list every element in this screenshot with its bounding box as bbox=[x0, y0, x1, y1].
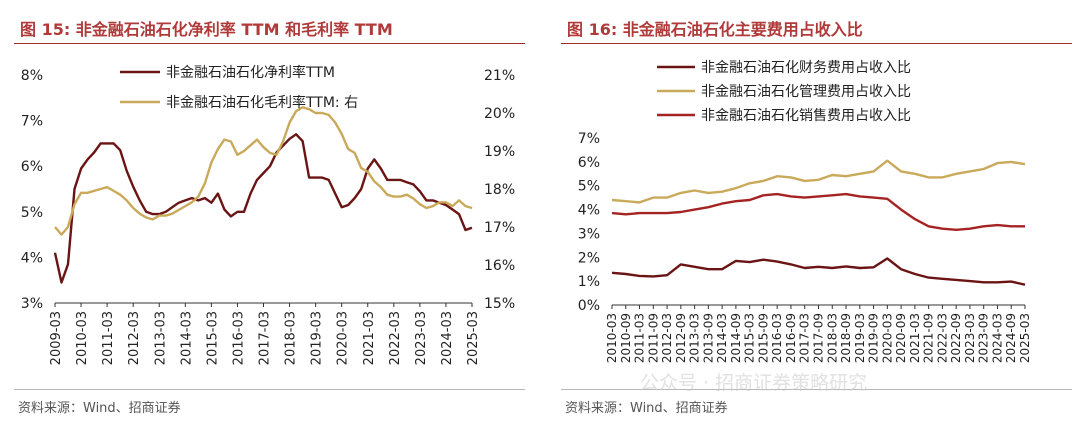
x-tick-label: 2017-03 bbox=[798, 313, 812, 363]
y-tick-label: 1% bbox=[578, 274, 600, 290]
x-tick-label: 2023-03 bbox=[414, 311, 429, 365]
x-tick-label: 2014-09 bbox=[729, 313, 743, 363]
y-tick-label: 6% bbox=[578, 155, 600, 171]
y-tick-label: 5% bbox=[578, 179, 600, 195]
x-tick-label: 2019-03 bbox=[853, 313, 867, 363]
y-tick-label: 3% bbox=[578, 226, 600, 242]
x-tick-label: 2020-09 bbox=[894, 313, 908, 363]
x-tick-label: 2019-03 bbox=[310, 311, 325, 365]
series-line-1 bbox=[54, 106, 473, 236]
x-tick-label: 2025-03 bbox=[1018, 313, 1032, 363]
y-left-tick-label: 6% bbox=[21, 159, 43, 175]
x-tick-label: 2023-09 bbox=[977, 313, 991, 363]
figure-title: 图 15: 非金融石油石化净利率 TTM 和毛利率 TTM bbox=[20, 20, 393, 39]
x-tick-label: 2010-03 bbox=[605, 313, 619, 363]
x-tick-label: 2013-09 bbox=[701, 313, 715, 363]
y-left-tick-label: 4% bbox=[21, 250, 43, 266]
expense-chart: 0%1%2%3%4%5%6%7%2010-03 2010-09 2011-03 201… bbox=[578, 60, 1032, 363]
x-tick-label: 2011-09 bbox=[646, 313, 660, 363]
y-tick-label: 4% bbox=[578, 203, 600, 219]
x-tick-label: 2018-09 bbox=[839, 313, 853, 363]
x-tick-label: 2015-03 bbox=[205, 311, 220, 365]
y-tick-label: 2% bbox=[578, 250, 600, 266]
watermark: 公众号 · 招商证券策略研究 bbox=[640, 372, 868, 394]
x-tick-label: 2022-03 bbox=[935, 313, 949, 363]
legend-label-1: 非金融石油石化毛利率TTM: 右 bbox=[166, 94, 358, 111]
x-tick-label: 2013-03 bbox=[153, 311, 168, 365]
x-tick-label: 2010-09 bbox=[619, 313, 633, 363]
x-tick-label: 2021-03 bbox=[908, 313, 922, 363]
x-tick-label: 2019-09 bbox=[867, 313, 881, 363]
source-note: 资料来源：Wind、招商证券 bbox=[565, 401, 728, 416]
figure-title: 图 16: 非金融石油石化主要费用占收入比 bbox=[567, 20, 863, 39]
y-right-tick-label: 21% bbox=[484, 68, 515, 84]
x-tick-label: 2013-03 bbox=[688, 313, 702, 363]
x-tick-label: 2015-03 bbox=[743, 313, 757, 363]
x-tick-label: 2012-09 bbox=[674, 313, 688, 363]
title-divider bbox=[561, 43, 1072, 44]
panel-expense-ratios: 图 16: 非金融石油石化主要费用占收入比 0% 1% 2% 3% 4% 5% 6% 7% 20… bbox=[547, 0, 1080, 425]
y-right-tick-label: 17% bbox=[484, 220, 515, 236]
y-right-tick-label: 15% bbox=[484, 296, 515, 312]
x-tick-label: 2011-03 bbox=[633, 313, 647, 363]
legend-label-2: 非金融石油石化销售费用占收入比 bbox=[701, 108, 911, 124]
x-tick-label: 2021-09 bbox=[922, 313, 936, 363]
source-divider bbox=[14, 389, 525, 390]
x-tick-label: 2009-03 bbox=[49, 311, 64, 365]
x-tick-label: 2016-03 bbox=[231, 311, 246, 365]
x-tick-label: 2017-03 bbox=[258, 311, 273, 365]
margin-chart: 3% 4% 5% 6% 7% 8% 15% 16% 17% 18% 19% 20% 21% 2009-03… bbox=[21, 64, 515, 365]
x-tick-label: 2020-03 bbox=[880, 313, 894, 363]
y-right-tick-label: 19% bbox=[484, 144, 515, 160]
x-tick-label: 2016-09 bbox=[784, 313, 798, 363]
x-tick-label: 2022-03 bbox=[388, 311, 403, 365]
source-divider bbox=[561, 389, 1072, 390]
x-tick-label: 2024-09 bbox=[1004, 313, 1018, 363]
x-tick-label: 2014-03 bbox=[179, 311, 194, 365]
x-tick-label: 2012-03 bbox=[127, 311, 142, 365]
legend-label-1: 非金融石油石化管理费用占收入比 bbox=[701, 84, 911, 100]
x-tick-label: 2021-03 bbox=[362, 311, 377, 365]
source-note: 资料来源：Wind、招商证券 bbox=[18, 401, 181, 416]
x-tick-label: 2023-03 bbox=[963, 313, 977, 363]
y-right-tick-label: 16% bbox=[484, 258, 515, 274]
x-tick-label: 2010-03 bbox=[75, 311, 90, 365]
series-line-0 bbox=[53, 133, 473, 284]
legend-label-0: 非金融石油石化财务费用占收入比 bbox=[701, 60, 911, 76]
x-tick-label: 2015-09 bbox=[756, 313, 770, 363]
y-left-tick-label: 7% bbox=[21, 114, 43, 130]
panel-net-gross-margin: 图 15: 非金融石油石化净利率 TTM 和毛利率 TTM 3% 4% 5% 6% 7%… bbox=[0, 0, 533, 425]
x-tick-label: 2020-03 bbox=[336, 311, 351, 365]
x-tick-label: 2012-03 bbox=[660, 313, 674, 363]
y-left-tick-label: 5% bbox=[21, 205, 43, 221]
x-tick-label: 2024-03 bbox=[440, 311, 455, 365]
x-tick-label: 2017-09 bbox=[812, 313, 826, 363]
y-right-tick-label: 20% bbox=[484, 106, 515, 122]
y-left-tick-label: 3% bbox=[21, 296, 43, 312]
series-line-1 bbox=[611, 159, 1026, 204]
y-tick-label: 7% bbox=[578, 131, 600, 147]
series-line-2 bbox=[611, 192, 1025, 232]
x-tick-label: 2018-03 bbox=[284, 311, 299, 365]
y-tick-label: 0% bbox=[578, 298, 600, 314]
x-tick-label: 2018-03 bbox=[825, 313, 839, 363]
y-right-tick-label: 18% bbox=[484, 182, 515, 198]
x-tick-label: 2025-03 bbox=[466, 311, 481, 365]
x-tick-label: 2014-03 bbox=[715, 313, 729, 363]
x-tick-label: 2011-03 bbox=[101, 311, 116, 365]
x-tick-label: 2022-09 bbox=[949, 313, 963, 363]
y-left-tick-label: 8% bbox=[21, 68, 43, 84]
x-tick-label: 2016-03 bbox=[770, 313, 784, 363]
series-line-0 bbox=[611, 257, 1026, 286]
x-tick-label: 2024-03 bbox=[990, 313, 1004, 363]
legend-label-0: 非金融石油石化净利率TTM bbox=[166, 64, 335, 81]
title-divider bbox=[14, 43, 525, 44]
